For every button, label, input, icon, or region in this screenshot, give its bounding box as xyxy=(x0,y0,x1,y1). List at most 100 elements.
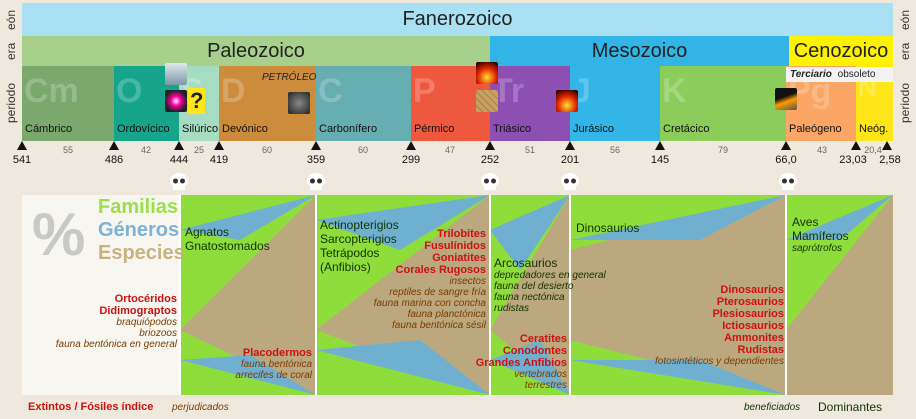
period-name: Jurásico xyxy=(573,123,614,135)
extinct-taxon: Grandes Anfibios xyxy=(475,357,567,369)
duration-label: 79 xyxy=(717,145,729,155)
benefited-taxon: saprótrofos xyxy=(792,243,843,254)
left-legend-panel xyxy=(22,195,180,395)
affected-taxon: fauna planctónica xyxy=(407,309,486,320)
age-label: 201 xyxy=(560,154,580,166)
petroleo-label: PETRÓLEO xyxy=(262,72,317,83)
affected-taxon: insectos xyxy=(449,276,486,287)
block4-dominant: Dinosaurios xyxy=(576,221,639,235)
affected-taxon: fauna bentónica en general xyxy=(55,339,177,350)
affected-taxon: reptiles de sangre fría xyxy=(389,287,486,298)
skull-icon xyxy=(481,173,499,190)
duration-label: 25 xyxy=(193,145,205,155)
eon-band: Fanerozoico xyxy=(22,3,893,36)
dominant-taxon: Sarcopterigios xyxy=(320,232,397,246)
footer-benefited: beneficiados xyxy=(744,402,801,413)
question-mark: ? xyxy=(188,88,206,114)
duration-label: 20,4 xyxy=(864,145,882,155)
period-name: Pérmico xyxy=(414,123,455,135)
age-label: 23,03 xyxy=(839,154,867,166)
block1-extinct: Placodermos fauna bentónica arrecifes de… xyxy=(180,347,312,381)
dominant-taxon: Gnatostomados xyxy=(185,239,270,253)
skull-icon xyxy=(561,173,579,190)
dominant-taxon: Arcosaurios xyxy=(494,256,558,270)
affected-taxon: fotosintéticos y dependientes xyxy=(655,356,784,367)
volcano-image-permian xyxy=(476,62,498,84)
period-carbonifero: C Carbonífero xyxy=(316,66,411,141)
affected-taxon: braquiópodos xyxy=(116,317,177,328)
age-tick xyxy=(781,141,791,150)
duration-label: 56 xyxy=(609,145,621,155)
age-tick xyxy=(311,141,321,150)
extinct-taxon: Fusulínidos xyxy=(424,240,486,252)
age-label: 486 xyxy=(104,154,124,166)
skull-icon xyxy=(779,173,797,190)
benefited-taxon: rudistas xyxy=(494,303,530,314)
duration-label: 60 xyxy=(357,145,369,155)
age-tick xyxy=(174,141,184,150)
dominant-taxon: Agnatos xyxy=(185,225,230,239)
block5-dominant: Aves Mamíferos saprótrofos xyxy=(792,215,849,254)
affected-taxon: briozoos xyxy=(139,328,177,339)
terciario-label: Terciario xyxy=(790,69,832,80)
age-tick xyxy=(655,141,665,150)
duration-label: 51 xyxy=(524,145,536,155)
eon-name: Fanerozoico xyxy=(402,8,513,30)
period-abbr: C xyxy=(318,72,343,110)
duration-label: 43 xyxy=(816,145,828,155)
period-name: Neóg. xyxy=(859,123,889,135)
age-label: 359 xyxy=(306,154,326,166)
period-name: Cretácico xyxy=(663,123,710,135)
period-name: Paleógeno xyxy=(789,123,842,135)
period-name: Ordovícico xyxy=(117,123,170,135)
period-name: Devónico xyxy=(222,123,268,135)
period-abbr: K xyxy=(662,72,687,110)
era-mesozoico: Mesozoico xyxy=(490,36,789,67)
age-tick xyxy=(214,141,224,150)
duration-label: 55 xyxy=(62,145,74,155)
age-label: 541 xyxy=(12,154,32,166)
desert-image xyxy=(476,90,498,112)
footer-dominant: Dominantes xyxy=(818,400,883,414)
extinct-taxon: Corales Rugosos xyxy=(395,264,486,276)
age-tick xyxy=(565,141,575,150)
dominant-taxon: Dinosaurios xyxy=(576,221,640,235)
block4-extinct: Dinosaurios Pterosaurios Plesiosaurios I… xyxy=(600,284,784,367)
affected-taxon: fauna bentónica sésil xyxy=(392,320,486,331)
footer-extinct: Extintos / Fósiles índice xyxy=(28,401,154,413)
period-name: Cámbrico xyxy=(25,123,73,135)
block2-extinct: Trilobites Fusulínidos Goniatites Corale… xyxy=(316,228,486,331)
era-paleozoico: Paleozoico xyxy=(22,36,490,67)
terciario-strip: Terciario obsoleto xyxy=(786,67,893,82)
percent-symbol: % xyxy=(32,201,86,268)
period-cambrico: Cm Cámbrico xyxy=(22,66,114,141)
dominant-taxon: Aves xyxy=(792,215,819,229)
block1-dominant: Agnatos Gnatostomados xyxy=(185,225,270,253)
duration-label: 42 xyxy=(140,145,152,155)
period-jurasico: J Jurásico xyxy=(570,66,660,141)
age-label: 2,58 xyxy=(879,154,901,166)
left-extinct-list: Ortocéridos Didimograptos braquiópodos b… xyxy=(22,293,177,350)
glaciation-image xyxy=(165,63,187,85)
age-tick xyxy=(109,141,119,150)
footer-affected: perjudicados xyxy=(172,402,229,413)
age-label: 419 xyxy=(209,154,229,166)
age-label: 66,0 xyxy=(775,154,797,166)
era-cenozoico: Cenozoico xyxy=(789,36,893,67)
period-name: Triásico xyxy=(493,123,532,135)
era-name: Paleozoico xyxy=(207,40,305,62)
legend-generos: Géneros xyxy=(98,219,180,241)
duration-label: 47 xyxy=(444,145,456,155)
extinct-taxon: Plesiosaurios xyxy=(712,308,784,320)
skull-icon xyxy=(170,173,188,190)
extinct-taxon: Dinosaurios xyxy=(720,284,784,296)
block3-extinct: Ceratites Conodontes Grandes Anfibios ve… xyxy=(470,333,567,391)
age-tick xyxy=(485,141,495,150)
period-name: Carbonífero xyxy=(319,123,378,135)
affected-taxon: fauna marina con concha xyxy=(373,298,486,309)
extinct-taxon: Conodontes xyxy=(502,345,567,357)
legend-familias: Familias xyxy=(98,196,179,218)
extinct-taxon: Pterosaurios xyxy=(716,296,784,308)
age-tick xyxy=(406,141,416,150)
benefited-taxon: fauna del desierto xyxy=(494,281,574,292)
